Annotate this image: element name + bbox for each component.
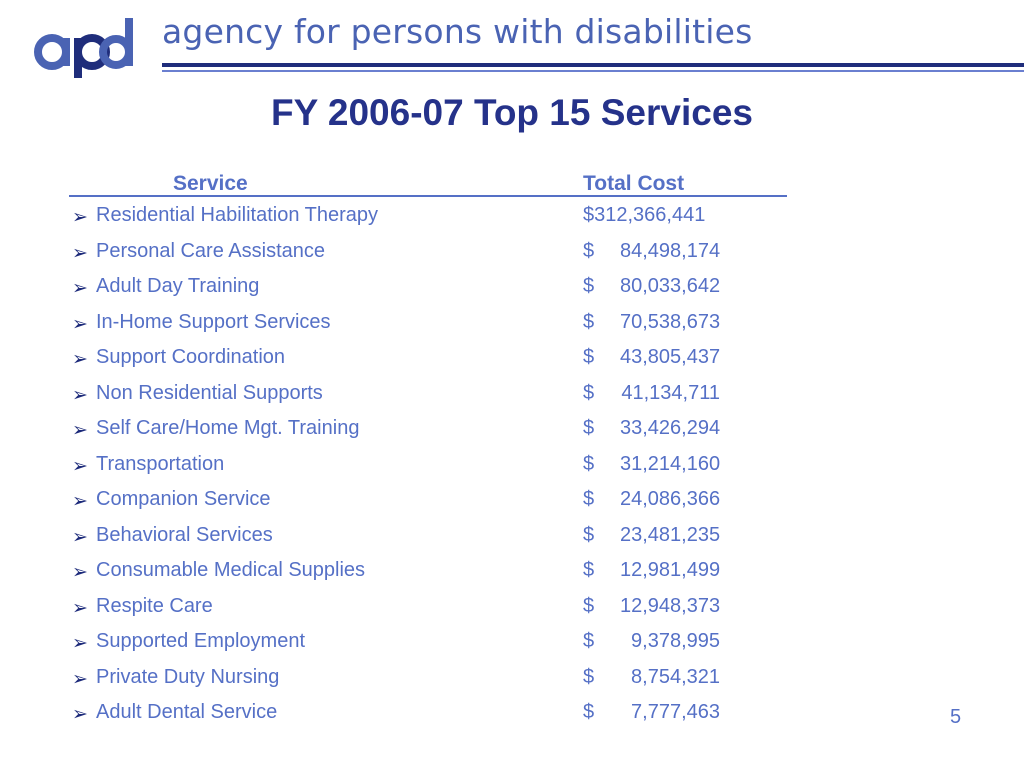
- header-rule-thin: [162, 70, 1024, 72]
- table-row: ➢ Transportation $31,214,160: [72, 453, 772, 485]
- total-cost: $31,214,160: [583, 453, 720, 476]
- cost-amount: 312,366,441: [594, 204, 706, 226]
- service-name: Non Residential Supports: [96, 381, 323, 404]
- bullet-arrow-icon: ➢: [72, 278, 88, 299]
- cost-amount: 33,426,294: [620, 417, 721, 439]
- service-name: Consumable Medical Supplies: [96, 559, 366, 581]
- service-name: Companion Service: [96, 488, 271, 510]
- table-row: ➢ Consumable Medical Supplies $12,981,499: [72, 559, 772, 591]
- bullet-arrow-icon: ➢: [72, 313, 88, 335]
- currency-symbol: $: [583, 488, 595, 510]
- column-header-total-cost: Total Cost: [583, 172, 685, 195]
- service-name: Respite Care: [96, 594, 213, 617]
- currency-symbol: $: [583, 523, 595, 546]
- currency-symbol: $: [583, 239, 595, 262]
- total-cost: $23,481,235: [583, 524, 720, 547]
- total-cost: $12,948,373: [583, 595, 720, 618]
- table-row: ➢ Support Coordination $43,805,437: [72, 346, 772, 378]
- cost-amount: 80,033,642: [620, 275, 721, 297]
- total-cost: $33,426,294: [583, 417, 720, 440]
- agency-name: agency for persons with disabilities: [162, 12, 753, 51]
- total-cost: $84,498,174: [583, 240, 720, 263]
- table-row: ➢ Behavioral Services $23,481,235: [72, 524, 772, 556]
- bullet-arrow-icon: ➢: [72, 420, 88, 441]
- service-name: Adult Day Training: [96, 275, 260, 297]
- service-name: Support Coordination: [96, 346, 286, 368]
- bullet-arrow-icon: ➢: [72, 242, 88, 264]
- bullet-arrow-icon: ➢: [72, 633, 88, 654]
- table-row: ➢ Companion Service $24,086,366: [72, 488, 772, 520]
- service-name: Private Duty Nursing: [96, 665, 280, 688]
- bullet-arrow-icon: ➢: [72, 562, 88, 583]
- cost-amount: 84,498,174: [620, 239, 721, 262]
- cost-amount: 9,378,995: [631, 630, 720, 652]
- table-row: ➢ Supported Employment $9,378,995: [72, 630, 772, 662]
- service-name: Behavioral Services: [96, 523, 273, 546]
- table-row: ➢ Residential Habilitation Therapy $312,36…: [72, 204, 772, 236]
- total-cost: $41,134,711: [583, 382, 720, 405]
- table-row: ➢ Adult Dental Service $7,777,463: [72, 701, 772, 733]
- bullet-arrow-icon: ➢: [72, 207, 88, 228]
- total-cost: $8,754,321: [583, 666, 720, 689]
- apd-logo-icon: [32, 16, 136, 82]
- table-row: ➢ Adult Day Training $80,033,642: [72, 275, 772, 307]
- slide-title: FY 2006-07 Top 15 Services: [271, 92, 753, 133]
- total-cost: $80,033,642: [583, 275, 720, 298]
- total-cost: $24,086,366: [583, 488, 720, 511]
- bullet-arrow-icon: ➢: [72, 526, 88, 548]
- bullet-arrow-icon: ➢: [72, 704, 88, 725]
- cost-amount: 31,214,160: [620, 452, 721, 475]
- bullet-arrow-icon: ➢: [72, 349, 88, 370]
- currency-symbol: $: [583, 559, 595, 581]
- currency-symbol: $: [583, 594, 595, 617]
- service-name: Personal Care Assistance: [96, 239, 326, 262]
- cost-amount: 7,777,463: [631, 701, 720, 723]
- cost-amount: 43,805,437: [620, 346, 721, 368]
- service-name: In-Home Support Services: [96, 310, 331, 333]
- table-row: ➢ Non Residential Supports $41,134,711: [72, 382, 772, 414]
- bullet-arrow-icon: ➢: [72, 668, 88, 690]
- currency-symbol: $: [583, 701, 595, 723]
- cost-amount: 23,481,235: [620, 523, 721, 546]
- currency-symbol: $: [583, 452, 595, 475]
- table-row: ➢ Respite Care $12,948,373: [72, 595, 772, 627]
- currency-symbol: $: [583, 417, 595, 439]
- service-name: Self Care/Home Mgt. Training: [96, 417, 360, 439]
- cost-amount: 24,086,366: [620, 488, 721, 510]
- service-name: Transportation: [96, 452, 225, 475]
- bullet-arrow-icon: ➢: [72, 455, 88, 477]
- total-cost: $7,777,463: [583, 701, 720, 724]
- cost-amount: 70,538,673: [620, 310, 721, 333]
- bullet-arrow-icon: ➢: [72, 384, 88, 406]
- cost-amount: 12,948,373: [620, 594, 721, 617]
- currency-symbol: $: [583, 310, 595, 333]
- service-name: Supported Employment: [96, 630, 306, 652]
- column-header-service: Service: [173, 172, 248, 195]
- total-cost: $43,805,437: [583, 346, 720, 369]
- total-cost: $9,378,995: [583, 630, 720, 653]
- currency-symbol: $: [583, 381, 595, 404]
- table-row: ➢ Self Care/Home Mgt. Training $33,426,294: [72, 417, 772, 449]
- table-row: ➢ Private Duty Nursing $8,754,321: [72, 666, 772, 698]
- currency-symbol: $: [583, 346, 595, 368]
- service-name: Adult Dental Service: [96, 701, 278, 723]
- bullet-arrow-icon: ➢: [72, 597, 88, 619]
- currency-symbol: $: [583, 665, 595, 688]
- table-row: ➢ In-Home Support Services $70,538,673: [72, 311, 772, 343]
- currency-symbol: $: [583, 275, 595, 297]
- cost-amount: 41,134,711: [621, 381, 720, 404]
- header-rule-thick: [162, 63, 1024, 67]
- currency-symbol: $: [583, 204, 595, 226]
- currency-symbol: $: [583, 630, 595, 652]
- total-cost: $70,538,673: [583, 311, 720, 334]
- total-cost: $12,981,499: [583, 559, 720, 582]
- table-row: ➢ Personal Care Assistance $84,498,174: [72, 240, 772, 272]
- cost-amount: 12,981,499: [620, 559, 721, 581]
- bullet-arrow-icon: ➢: [72, 491, 88, 512]
- page-number: 5: [950, 706, 962, 728]
- service-name: Residential Habilitation Therapy: [96, 204, 379, 226]
- header-underline: [69, 195, 787, 197]
- total-cost: $312,366,441: [583, 204, 705, 227]
- cost-amount: 8,754,321: [631, 665, 720, 688]
